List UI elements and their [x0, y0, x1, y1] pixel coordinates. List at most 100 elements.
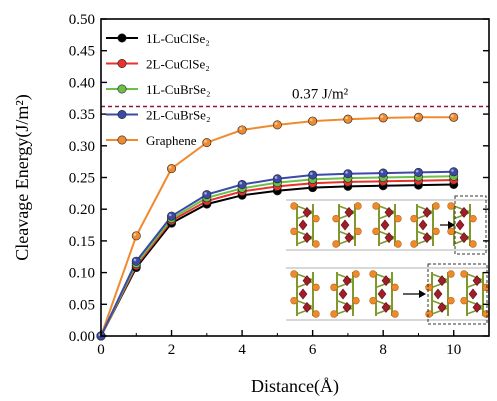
y-tick-label: 0.35: [69, 107, 95, 123]
x-tick-label: 4: [238, 342, 246, 358]
cu-atom: [460, 270, 468, 278]
se-atom: [422, 232, 432, 244]
series-4-point: [272, 120, 282, 130]
cleaved-layer-box: [427, 263, 488, 325]
series-4-point-highlight: [274, 122, 278, 125]
legend-item: 2L-CuClSe₂: [106, 57, 210, 72]
series-4-point: [308, 116, 318, 126]
series-3-point: [343, 169, 353, 179]
structure-bond: [431, 273, 449, 281]
se-atom: [418, 219, 428, 231]
cu-atom: [410, 240, 418, 248]
se-atom: [384, 206, 394, 218]
series-4-point: [131, 231, 141, 241]
structure-bond: [336, 280, 354, 289]
legend-label: Graphene: [146, 133, 197, 148]
cu-atom: [354, 202, 362, 210]
series-3-point: [449, 167, 459, 177]
cu-atom: [432, 227, 440, 236]
cu-atom: [330, 283, 338, 292]
series-line-0: [100, 183, 454, 337]
series-3-point-highlight: [133, 258, 137, 262]
cu-atom: [460, 296, 468, 305]
cu-atom: [312, 240, 320, 248]
structure-bond: [431, 299, 449, 308]
series-4-point: [449, 112, 459, 122]
se-atom: [384, 232, 394, 244]
se-atom: [468, 288, 478, 300]
structure-bond: [431, 280, 449, 289]
series-3-point: [167, 211, 177, 221]
series-3-point-highlight: [204, 192, 207, 195]
se-atom: [377, 288, 387, 300]
legend-item: 1L-CuClSe₂: [106, 31, 210, 46]
legend-label: 2L-CuClSe₂: [146, 57, 210, 72]
structure-bond: [453, 205, 471, 213]
cu-atom: [372, 227, 380, 236]
arrow-head: [419, 290, 426, 298]
cu-atom: [447, 227, 455, 236]
se-atom: [472, 301, 482, 313]
structure-bond: [296, 299, 314, 308]
se-atom: [381, 275, 391, 287]
cu-atom: [469, 240, 477, 248]
se-atom: [302, 232, 312, 244]
legend-label: 1L-CuBrSe₂: [146, 82, 210, 97]
series-4-point: [343, 114, 353, 124]
series-4-point: [202, 138, 212, 148]
cu-atom: [352, 270, 360, 278]
y-tick-label: 0.20: [69, 202, 95, 218]
series-4-point-highlight: [380, 115, 384, 118]
cu-atom: [447, 296, 455, 305]
series-3-point: [237, 179, 247, 189]
se-atom: [344, 232, 354, 244]
structure-bond: [375, 299, 393, 308]
series-line-3: [100, 170, 454, 337]
legend-marker: [117, 135, 127, 145]
structure-bond: [336, 273, 354, 281]
series-3-point: [308, 170, 318, 180]
series-3-point-highlight: [239, 181, 243, 185]
structure-bond: [378, 211, 396, 220]
structure-bond: [375, 280, 393, 289]
structure-bond: [338, 211, 356, 220]
structure-bond: [453, 230, 471, 239]
structure-bond: [466, 299, 484, 308]
series-3-point-highlight: [415, 169, 419, 173]
structure-bond: [296, 273, 314, 281]
cu-atom: [330, 310, 338, 318]
series-3-point-highlight: [310, 172, 313, 175]
structure-bond: [416, 237, 434, 245]
se-atom: [472, 275, 482, 287]
x-tick-label: 10: [446, 342, 461, 358]
se-atom: [437, 275, 447, 287]
cu-atom: [352, 296, 360, 305]
legend: 1L-CuClSe₂ 2L-CuClSe₂ 1L-CuBrSe₂ 2L-CuBrSe₂…: [106, 31, 210, 148]
cu-atom: [290, 296, 298, 305]
cu-atom: [372, 202, 380, 210]
se-atom: [433, 288, 443, 300]
se-atom: [340, 219, 350, 231]
structure-bond: [453, 237, 471, 245]
structure-bond: [296, 230, 314, 239]
y-tick-label: 0.45: [69, 44, 95, 60]
series-3-point-highlight: [168, 213, 172, 217]
cu-atom: [410, 214, 418, 223]
structure-bond: [338, 237, 356, 245]
y-tick-label: 0.10: [69, 266, 95, 282]
series-4-point-highlight: [133, 233, 137, 236]
x-tick-label: 0: [97, 342, 105, 358]
structure-bond: [375, 273, 393, 281]
legend-label: 2L-CuBrSe₂: [146, 108, 210, 123]
series-3-point: [272, 174, 282, 184]
se-atom: [302, 301, 312, 313]
legend-marker: [117, 84, 127, 94]
se-atom: [302, 206, 312, 218]
series-4-point-highlight: [451, 114, 454, 118]
cleaved-layer-box: [454, 195, 487, 255]
cu-atom: [332, 240, 340, 248]
structure-bond: [296, 205, 314, 213]
cu-atom: [290, 227, 298, 236]
structure-bond: [338, 205, 356, 213]
x-tick-label: 6: [309, 342, 317, 358]
